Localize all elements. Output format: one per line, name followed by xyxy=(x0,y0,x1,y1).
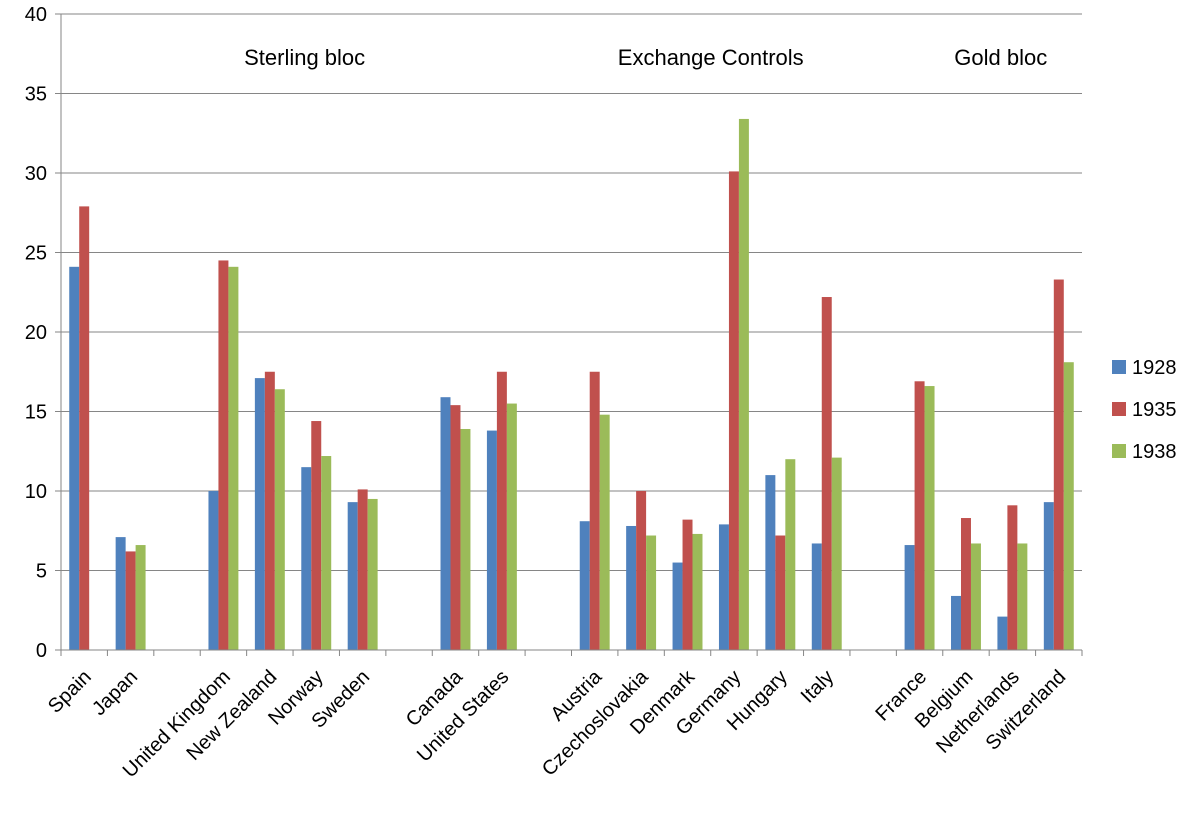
bar-1935-switzerland xyxy=(1053,279,1064,650)
bar-1928-new-zealand xyxy=(254,378,265,650)
legend-swatch xyxy=(1112,402,1126,416)
bar-1928-japan xyxy=(115,537,126,650)
bar-1928-spain xyxy=(69,266,80,650)
bar-1935-united-states xyxy=(496,371,507,650)
bar-1935-austria xyxy=(589,371,600,650)
bar-1938-new-zealand xyxy=(274,389,285,650)
y-tick-label: 15 xyxy=(25,402,47,424)
bar-1935-canada xyxy=(450,405,461,650)
legend: 1928 1935 1938 xyxy=(1112,357,1177,463)
y-tick-label: 25 xyxy=(25,243,47,265)
bar-1935-france xyxy=(914,381,925,650)
y-tick-labels: 0 5 10 15 20 25 30 35 40 xyxy=(25,4,47,662)
y-tick-label: 20 xyxy=(25,322,47,344)
y-tick-label: 40 xyxy=(25,4,47,26)
bar-1938-united-states xyxy=(506,403,517,650)
legend-label: 1928 xyxy=(1132,357,1177,379)
y-tick-label: 30 xyxy=(25,163,47,185)
bar-1935-italy xyxy=(821,297,832,650)
bar-1938-france xyxy=(924,386,935,650)
bar-1928-germany xyxy=(718,524,729,650)
bar-1938-germany xyxy=(738,118,749,650)
bar-1935-spain xyxy=(79,206,90,650)
bar-1928-netherlands xyxy=(997,616,1008,650)
legend-label: 1935 xyxy=(1132,399,1177,421)
bar-1938-norway xyxy=(321,456,332,650)
bar-1938-hungary xyxy=(785,459,796,650)
bar-1935-netherlands xyxy=(1007,505,1018,650)
bar-1935-japan xyxy=(125,551,136,650)
bar-1938-italy xyxy=(831,457,842,650)
bar-1935-czechoslovakia xyxy=(636,491,647,650)
group-annotations: Sterling bloc Exchange Controls Gold bloc xyxy=(244,45,1047,70)
bar-1935-denmark xyxy=(682,519,693,650)
group-annotation: Gold bloc xyxy=(954,45,1047,70)
bar-1928-canada xyxy=(440,397,451,650)
bar-1938-japan xyxy=(135,545,146,650)
legend-swatch xyxy=(1112,444,1126,458)
bar-1928-norway xyxy=(301,467,312,650)
bar-1938-switzerland xyxy=(1063,362,1074,650)
bar-1938-denmark xyxy=(692,533,703,650)
bar-1935-sweden xyxy=(357,489,368,650)
y-tick-label: 35 xyxy=(25,84,47,106)
y-tick-label: 0 xyxy=(36,640,47,662)
bar-1928-switzerland xyxy=(1043,502,1054,650)
bar-1928-united-kingdom xyxy=(208,491,219,650)
bar-1928-france xyxy=(904,545,915,650)
group-annotation: Exchange Controls xyxy=(618,45,804,70)
bar-1935-belgium xyxy=(960,518,971,650)
bar-1935-norway xyxy=(311,421,322,650)
bar-1928-denmark xyxy=(672,562,683,650)
bar-1938-canada xyxy=(460,428,471,650)
bar-1935-hungary xyxy=(775,535,786,650)
group-annotation: Sterling bloc xyxy=(244,45,365,70)
bar-1928-belgium xyxy=(951,595,961,650)
x-category-label: Italy xyxy=(797,666,838,707)
y-tick-label: 10 xyxy=(25,481,47,503)
bar-1938-sweden xyxy=(367,498,378,650)
bar-1935-new-zealand xyxy=(264,371,275,650)
bar-1935-germany xyxy=(728,171,739,650)
bar-1938-czechoslovakia xyxy=(646,535,657,650)
bar-1928-sweden xyxy=(347,502,358,650)
legend-label: 1938 xyxy=(1132,441,1177,463)
x-category-label: Japan xyxy=(88,666,142,720)
bars xyxy=(69,118,1074,650)
bar-1935-united-kingdom xyxy=(218,260,229,650)
bar-1938-netherlands xyxy=(1017,543,1028,650)
bar-1928-hungary xyxy=(765,475,776,650)
bar-1928-united-states xyxy=(486,430,497,650)
axes xyxy=(60,14,1083,656)
legend-swatch xyxy=(1112,360,1126,374)
bar-1928-austria xyxy=(579,521,590,650)
bar-1928-czechoslovakia xyxy=(626,525,637,650)
bar-1938-belgium xyxy=(970,543,981,650)
bar-1938-austria xyxy=(599,414,610,650)
bar-1928-italy xyxy=(811,543,822,650)
x-category-label: Spain xyxy=(44,666,96,718)
bar-1938-united-kingdom xyxy=(228,266,239,650)
y-tick-label: 5 xyxy=(36,561,47,583)
